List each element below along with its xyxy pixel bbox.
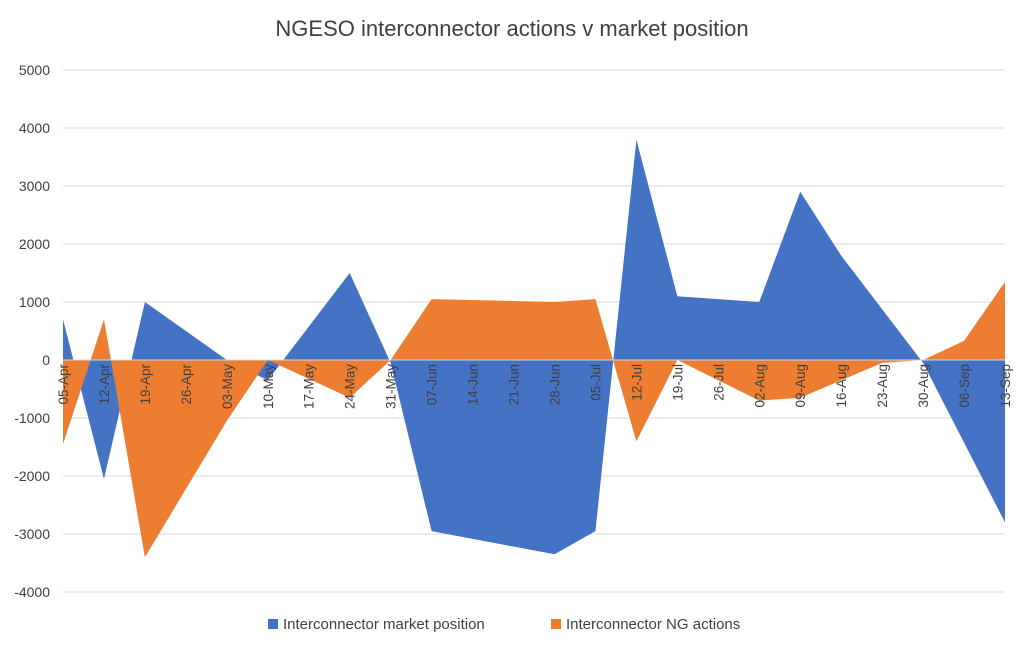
y-tick-label: 4000 xyxy=(19,120,50,136)
series-area-2 xyxy=(63,281,1005,558)
x-tick-label: 17-May xyxy=(302,364,317,409)
y-tick-label: 3000 xyxy=(19,178,50,194)
y-tick-label: -2000 xyxy=(14,468,50,484)
x-tick-label: 24-May xyxy=(343,364,358,409)
x-tick-label: 31-May xyxy=(384,364,399,409)
x-tick-label: 05-Apr xyxy=(56,364,71,405)
chart-title: NGESO interconnector actions v market po… xyxy=(275,16,748,41)
y-tick-label: 5000 xyxy=(19,62,50,78)
x-tick-label: 03-May xyxy=(220,364,235,409)
x-tick-label: 05-Jul xyxy=(588,364,603,401)
legend: Interconnector market position Interconne… xyxy=(268,616,740,633)
x-tick-label: 23-Aug xyxy=(875,364,890,408)
legend-label: Interconnector NG actions xyxy=(566,616,740,633)
y-tick-label: -1000 xyxy=(14,410,50,426)
x-tick-label: 13-Sep xyxy=(998,364,1013,408)
series-area-1 xyxy=(63,139,1005,555)
x-tick-label: 09-Aug xyxy=(793,364,808,408)
x-tick-label: 21-Jun xyxy=(507,364,522,405)
x-tick-label: 02-Aug xyxy=(752,364,767,408)
y-tick-label: 2000 xyxy=(19,236,50,252)
legend-swatch xyxy=(551,619,561,629)
x-tick-label: 19-Jul xyxy=(670,364,685,401)
x-tick-label: 07-Jun xyxy=(425,364,440,405)
x-tick-label: 12-Apr xyxy=(97,364,112,405)
y-tick-label: -3000 xyxy=(14,526,50,542)
y-tick-label: -4000 xyxy=(14,584,50,600)
y-tick-label: 1000 xyxy=(19,294,50,310)
legend-label: Interconnector market position xyxy=(283,616,485,633)
x-tick-label: 12-Jul xyxy=(629,364,644,401)
x-tick-label: 26-Jul xyxy=(711,364,726,401)
x-tick-label: 19-Apr xyxy=(138,364,153,405)
x-axis-tick-labels: 05-Apr 12-Apr 19-Apr 26-Apr 03-May 10-May 17-M… xyxy=(56,364,1013,410)
x-tick-label: 14-Jun xyxy=(466,364,481,405)
x-tick-label: 28-Jun xyxy=(547,364,562,405)
legend-swatch xyxy=(268,619,278,629)
x-tick-label: 16-Aug xyxy=(834,364,849,408)
y-axis-tick-labels: 5000 4000 3000 2000 1000 0 -1000 -2000 -3000 -400… xyxy=(14,62,50,600)
y-tick-label: 0 xyxy=(42,352,50,368)
series-areas xyxy=(63,139,1005,558)
x-tick-label: 10-May xyxy=(261,364,276,409)
x-tick-label: 30-Aug xyxy=(916,364,931,408)
x-tick-label: 26-Apr xyxy=(179,364,194,405)
x-tick-label: 06-Sep xyxy=(957,364,972,408)
